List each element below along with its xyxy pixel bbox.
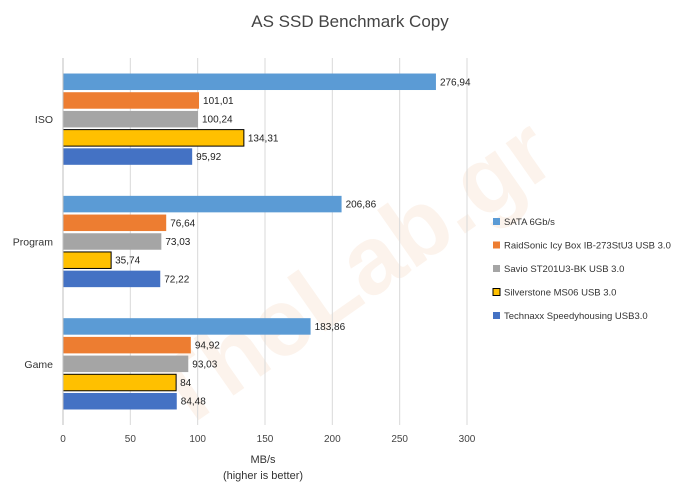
x-tick-label: 250: [391, 434, 408, 445]
data-label: 134,31: [248, 133, 279, 144]
category-label: Game: [24, 359, 53, 371]
category-label: ISO: [35, 114, 53, 126]
x-axis-sublabel: (higher is better): [223, 470, 303, 482]
legend-swatch: [493, 241, 500, 249]
data-labels: 276,94 101,01 100,24 134,31 95,92 206,86 76,64…: [115, 77, 471, 407]
bar: [63, 318, 311, 335]
data-label: 95,92: [196, 152, 221, 163]
bar: [62, 373, 177, 392]
data-label: 100,24: [202, 115, 233, 126]
data-label: 76,64: [170, 218, 195, 229]
axes: 0 50 100 150 200 250 300 ISO Program Game: [13, 58, 476, 445]
bar: [63, 270, 161, 288]
bars: [62, 73, 436, 410]
legend-swatch: [493, 218, 500, 225]
x-tick-label: 150: [257, 434, 274, 445]
legend-label: RaidSonic Icy Box IB-273StU3 USB 3.0: [504, 241, 671, 252]
x-tick-label: 50: [125, 434, 137, 445]
data-label: 183,86: [315, 322, 346, 333]
chart-title: AS SSD Benchmark Copy: [251, 12, 449, 31]
legend: SATA 6Gb/s RaidSonic Icy Box IB-273StU3 U…: [492, 217, 671, 322]
legend-label: Savio ST201U3-BK USB 3.0: [504, 264, 624, 275]
data-label: 276,94: [440, 77, 471, 88]
bar: [63, 92, 200, 109]
data-label: 206,86: [346, 200, 377, 211]
data-label: 101,01: [203, 96, 234, 107]
bar: [63, 336, 191, 354]
bar: [63, 392, 177, 410]
x-axis-label: MB/s: [250, 454, 276, 466]
data-label: 72,22: [164, 274, 189, 285]
data-label: 93,03: [192, 359, 217, 370]
bar: [63, 233, 162, 250]
legend-label: SATA 6Gb/s: [504, 217, 555, 228]
x-tick-label: 100: [189, 434, 206, 445]
bar: [63, 73, 436, 91]
data-label: 84: [180, 378, 192, 389]
bar: [62, 129, 245, 147]
bar: [62, 251, 112, 269]
category-label: Program: [13, 237, 54, 249]
bar: [63, 110, 198, 128]
data-label: 94,92: [195, 341, 220, 352]
legend-label: Technaxx Speedyhousing USB3.0: [504, 311, 648, 322]
x-tick-label: 200: [324, 434, 341, 445]
legend-swatch: [493, 312, 500, 319]
bar: [63, 214, 167, 232]
data-label: 84,48: [181, 397, 206, 408]
x-tick-label: 0: [60, 434, 66, 445]
legend-label: Silverstone MS06 USB 3.0: [504, 288, 616, 299]
x-tick-label: 300: [459, 434, 476, 445]
data-label: 35,74: [115, 256, 140, 267]
legend-swatch: [492, 288, 501, 296]
data-label: 73,03: [165, 237, 190, 248]
bar: [63, 355, 189, 373]
legend-swatch: [493, 265, 500, 272]
bar: [63, 195, 342, 213]
bar: [63, 148, 193, 165]
